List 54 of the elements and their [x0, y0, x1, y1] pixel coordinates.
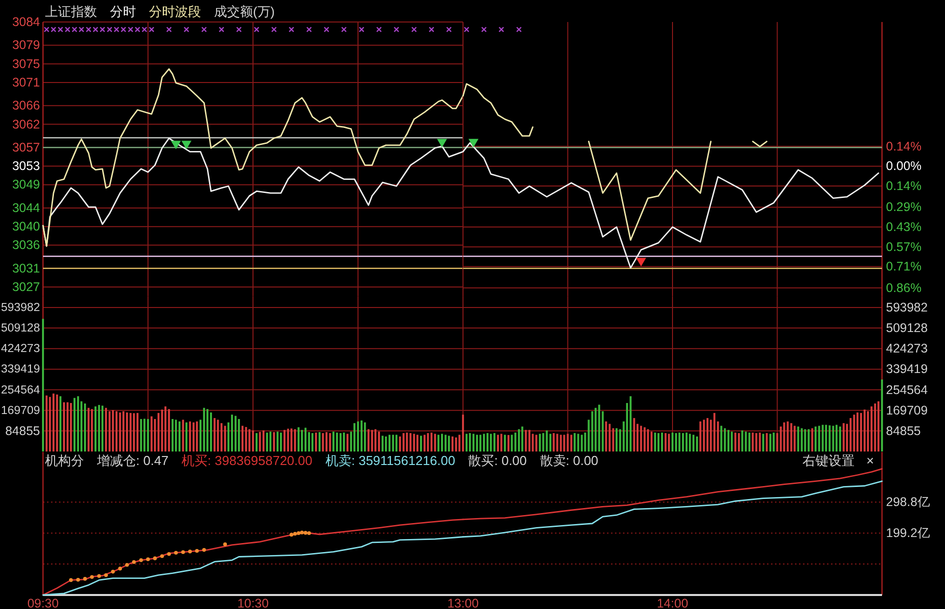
- y2-tick-label: 0.43%: [886, 220, 922, 234]
- y-tick-label: 3084: [12, 15, 40, 29]
- y-tick-label: 254564: [886, 382, 928, 397]
- y2-tick-label: 0.29%: [886, 200, 922, 214]
- y-tick-label: 593982: [0, 300, 40, 314]
- y-tick-label: 339419: [0, 362, 40, 376]
- y-tick-label: 3057: [12, 140, 40, 155]
- y-tick-label: 169709: [0, 404, 40, 417]
- y2-tick-label: 0.00%: [886, 159, 922, 174]
- y-tick-label: 3066: [12, 98, 40, 113]
- chart-title: 上证指数: [45, 4, 97, 19]
- text: 机卖: 35911561216.00: [325, 453, 456, 468]
- text: 分时: [110, 4, 136, 19]
- annotation: 散买: 0.00: [468, 453, 527, 468]
- y-tick-label: 199.2亿: [886, 526, 930, 540]
- y-tick-label: 339419: [886, 362, 928, 376]
- text: 成交额(万): [214, 4, 275, 19]
- y-tick-label: 509128: [886, 321, 928, 336]
- y-tick-label: 3036: [12, 238, 40, 252]
- y-tick-label: 3049: [12, 178, 40, 192]
- y2-tick-label: 0.86%: [886, 280, 922, 295]
- y-tick-label: 424273: [0, 342, 40, 356]
- y-tick-label: 3062: [12, 117, 40, 132]
- y-tick-label: 169709: [886, 403, 928, 418]
- text: 分时波段: [149, 4, 201, 19]
- y2-tick-label: 0.14%: [886, 139, 922, 154]
- y-tick-label: 424273: [886, 342, 928, 356]
- y2-tick-label: 0.14%: [886, 179, 922, 194]
- y-tick-label: 3040: [12, 220, 40, 234]
- annotation: 散卖: 0.00: [540, 453, 598, 468]
- x-tick-label: 10:30: [237, 596, 269, 609]
- y2-tick-label: 0.57%: [886, 240, 922, 254]
- y-tick-label: 3079: [12, 38, 40, 52]
- y-tick-label: 3027: [12, 280, 40, 294]
- x-tick-label: 09:30: [27, 596, 59, 609]
- x-tick-label: 14:00: [656, 596, 688, 609]
- y-tick-label: 3071: [12, 75, 40, 90]
- y-tick-label: 3044: [12, 200, 40, 215]
- text: 机买: 39836958720.00: [182, 453, 312, 468]
- y-tick-label: 3075: [12, 56, 40, 71]
- y-tick-label: 509128: [0, 322, 40, 335]
- chart-title: 机构分: [45, 453, 84, 468]
- y-tick-label: 3053: [12, 159, 40, 174]
- y2-tick-label: 0.71%: [886, 260, 922, 274]
- y-tick-label: 3031: [12, 261, 40, 276]
- y-tick-label: 84855: [886, 424, 921, 438]
- y-tick-label: 84855: [5, 424, 40, 438]
- y-tick-label: 593982: [886, 300, 928, 314]
- y-tick-label: 254564: [0, 383, 40, 396]
- chart-subtitle: 增减仓: 0.47: [96, 453, 169, 468]
- annotation: 右键设置: [802, 453, 854, 468]
- y-tick-label: 298.8亿: [886, 495, 930, 510]
- x-tick-label: 13:00: [447, 596, 479, 609]
- annotation: ×: [866, 453, 874, 468]
